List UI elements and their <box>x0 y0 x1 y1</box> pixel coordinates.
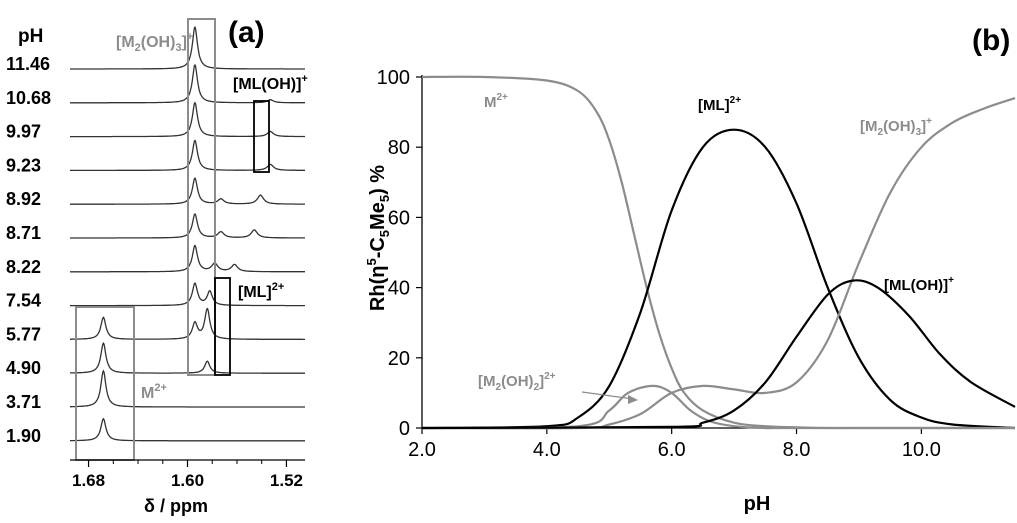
ph-label: 5.77 <box>6 324 41 344</box>
series-line-mloh <box>421 279 1016 430</box>
panel-b-y-tick-label: 20 <box>388 348 410 370</box>
ph-label: 9.23 <box>6 155 41 175</box>
m2oh2-label-arrow-line <box>581 391 634 400</box>
spectrum-trace <box>70 417 305 442</box>
ph-label: 8.71 <box>6 223 41 243</box>
ph-label: 7.54 <box>6 291 41 311</box>
panel-b-x-tick-label: 10.0 <box>902 439 941 461</box>
panel-b-label: (b) <box>972 24 1010 57</box>
curve-label-ml: [ML]2+ <box>698 95 741 114</box>
panel-b-x-tick-label: 6.0 <box>658 439 686 461</box>
series-line-ml <box>421 128 1016 430</box>
spectrum-trace <box>70 369 305 408</box>
panel-a-x-tick-label: 1.52 <box>270 471 303 490</box>
panel-b: (b) Rh(η5-C5Me5) % 0 20 40 60 80 100 2.0 4.0 6.0… <box>364 24 1016 515</box>
panel-b-y-tick-label: 60 <box>388 207 410 229</box>
ph-label-list: 11.46 10.68 9.97 9.23 8.92 8.71 8.22 7.54 5.77 4.… <box>6 54 51 446</box>
panel-a-x-axis-title: δ / ppm <box>144 496 208 516</box>
series-line-m2oh2 <box>421 384 1015 430</box>
panel-b-series <box>421 75 1016 430</box>
panel-a: pH (a) 11.46 10.68 9.97 9.23 8.92 8.71 8.22 7.5… <box>6 16 308 516</box>
panel-b-y-tick-label: 100 <box>377 67 410 89</box>
panel-b-y-axis-title: Rh(η5-C5Me5) % <box>364 165 392 311</box>
panel-b-y-tick-label: 0 <box>399 418 410 440</box>
ph-label: 4.90 <box>6 358 41 378</box>
ph-label: 9.97 <box>6 122 41 142</box>
panel-a-ph-header: pH <box>18 26 43 47</box>
mloh-annotation: [ML(OH)]+ <box>233 73 308 93</box>
mloh-region-box <box>253 100 270 173</box>
curve-label-m2oh3: [M2(OH)3]+ <box>860 116 932 138</box>
panel-a-x-tick-label: 1.60 <box>171 471 204 490</box>
panel-b-x-tick-label: 8.0 <box>783 439 811 461</box>
panel-b-x-tick-label: 4.0 <box>533 439 561 461</box>
panel-b-y-tick-label: 40 <box>388 278 410 300</box>
panel-a-x-tick-label: 1.68 <box>72 471 105 490</box>
curve-label-mloh: [ML(OH)]+ <box>884 275 954 294</box>
panel-b-x-tick-label: 2.0 <box>408 439 436 461</box>
m2oh3-region-box <box>187 18 216 376</box>
ph-label: 1.90 <box>6 426 41 446</box>
panel-a-label: (a) <box>228 16 265 49</box>
ph-label: 11.46 <box>6 54 50 74</box>
ph-label: 8.22 <box>6 257 41 277</box>
m2oh2-label-arrow-head <box>628 395 638 404</box>
m2-annotation: M2+ <box>141 382 167 402</box>
ml-annotation: [ML]2+ <box>238 281 284 301</box>
m2oh3-annotation: [M2(OH)3]+ <box>116 31 193 54</box>
panel-a-x-ticks: 1.68 1.60 1.52 <box>72 460 303 490</box>
ml-region-box <box>214 277 231 376</box>
panel-b-y-tick-label: 80 <box>388 137 410 159</box>
ph-label: 3.71 <box>6 392 41 412</box>
curve-label-m2oh2: [M2(OH)2]2+ <box>478 371 556 393</box>
ph-label: 10.68 <box>6 88 51 108</box>
series-line-m2oh3 <box>421 97 1016 430</box>
curve-label-m2: M2+ <box>484 92 508 111</box>
panel-b-x-axis-title: pH <box>744 493 771 515</box>
ph-label: 8.92 <box>6 189 41 209</box>
